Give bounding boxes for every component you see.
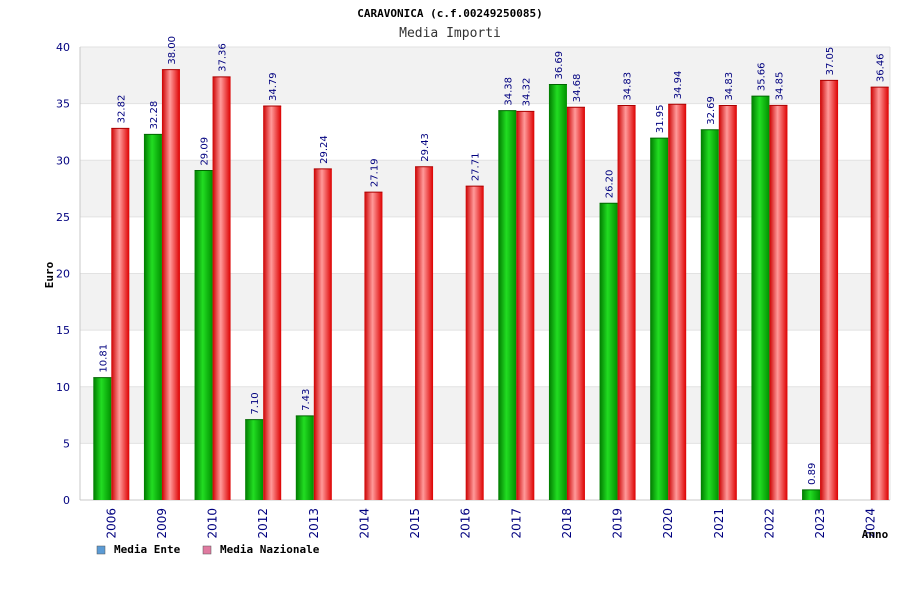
- value-label-media-ente: 36.69: [554, 51, 565, 80]
- value-label-media-ente: 32.69: [706, 96, 717, 125]
- bar-media-nazionale: [769, 105, 788, 500]
- x-tick-label: 2022: [762, 508, 776, 539]
- value-label-media-nazionale: 34.85: [774, 72, 785, 101]
- value-label-media-nazionale: 34.32: [521, 78, 532, 107]
- legend-swatch: [96, 545, 106, 555]
- value-label-media-nazionale: 34.83: [623, 72, 634, 101]
- value-label-media-nazionale: 34.83: [724, 72, 735, 101]
- bar-media-ente: [599, 203, 618, 500]
- bar-media-nazionale: [516, 111, 535, 501]
- x-tick-label: 2020: [661, 508, 675, 539]
- value-label-media-ente: 31.95: [655, 105, 666, 134]
- bar-media-ente: [295, 415, 314, 500]
- bar-media-nazionale: [161, 69, 180, 501]
- x-tick-label: 2013: [307, 508, 321, 539]
- value-label-media-nazionale: 29.24: [319, 135, 330, 164]
- bar-media-nazionale: [617, 105, 636, 501]
- x-tick-label: 2016: [459, 508, 473, 539]
- x-tick-label: 2024: [864, 508, 878, 539]
- y-tick-label: 20: [56, 268, 70, 281]
- value-label-media-ente: 26.20: [605, 170, 616, 199]
- value-label-media-nazionale: 29.43: [420, 133, 431, 162]
- value-label-media-nazionale: 37.36: [218, 43, 229, 72]
- value-label-media-ente: 32.28: [149, 101, 160, 130]
- value-label-media-nazionale: 34.94: [673, 71, 684, 100]
- bar-media-nazionale: [212, 76, 231, 500]
- bar-media-nazionale: [870, 87, 889, 500]
- value-label-media-nazionale: 34.79: [268, 72, 279, 101]
- x-tick-label: 2023: [813, 508, 827, 539]
- chart-title: CARAVONICA (c.f.00249250085): [357, 7, 542, 20]
- y-tick-label: 30: [56, 154, 70, 167]
- bar-media-nazionale: [111, 128, 130, 500]
- x-tick-label: 2014: [357, 508, 371, 539]
- legend-label: Media Ente: [114, 543, 181, 556]
- x-tick-label: 2006: [104, 508, 118, 539]
- bar-media-nazionale: [465, 186, 484, 500]
- x-tick-label: 2021: [712, 508, 726, 539]
- bar-media-ente: [93, 377, 112, 500]
- y-tick-label: 5: [63, 437, 70, 450]
- value-label-media-ente: 34.38: [503, 77, 514, 106]
- value-label-media-ente: 29.09: [200, 137, 211, 166]
- y-tick-label: 10: [56, 381, 70, 394]
- x-axis-title: Anno: [862, 528, 889, 541]
- bar-media-nazionale: [313, 168, 332, 500]
- bar-media-ente: [245, 419, 264, 500]
- bar-media-ente: [194, 170, 213, 500]
- y-tick-label: 15: [56, 324, 70, 337]
- bar-media-nazionale: [718, 105, 737, 501]
- legend-label: Media Nazionale: [220, 543, 320, 556]
- bar-media-nazionale: [820, 80, 839, 500]
- bar-media-ente: [650, 138, 669, 500]
- x-tick-label: 2009: [155, 508, 169, 539]
- legend: Media Ente Media Nazionale: [96, 543, 320, 556]
- bar-media-ente: [143, 134, 162, 500]
- x-tick-label: 2018: [560, 508, 574, 539]
- value-label-media-nazionale: 32.82: [116, 95, 127, 124]
- value-label-media-ente: 10.81: [98, 344, 109, 373]
- x-tick-label: 2019: [611, 508, 625, 539]
- y-tick-label: 40: [56, 41, 70, 54]
- y-axis-title: Euro: [43, 261, 56, 288]
- bar-media-ente: [802, 489, 821, 500]
- bar-media-ente: [548, 84, 567, 500]
- value-label-media-nazionale: 27.71: [471, 153, 482, 182]
- y-tick-label: 35: [56, 98, 70, 111]
- x-tick-label: 2010: [206, 508, 220, 539]
- value-label-media-ente: 7.43: [301, 389, 312, 411]
- bar-media-nazionale: [415, 166, 434, 500]
- value-label-media-ente: 7.10: [250, 392, 261, 414]
- x-tick-label: 2015: [408, 508, 422, 539]
- grid-band: [80, 47, 890, 104]
- value-label-media-nazionale: 27.19: [369, 158, 380, 187]
- bar-media-nazionale: [364, 192, 383, 501]
- bar-media-ente: [700, 129, 719, 500]
- value-label-media-nazionale: 37.05: [825, 47, 836, 76]
- value-label-media-nazionale: 36.46: [876, 53, 887, 82]
- y-tick-label: 0: [63, 494, 70, 507]
- y-tick-label: 25: [56, 211, 70, 224]
- bar-media-nazionale: [263, 106, 282, 501]
- x-tick-label: 2017: [509, 508, 523, 539]
- bar-media-nazionale: [566, 107, 585, 501]
- x-tick-label: 2012: [256, 508, 270, 539]
- value-label-media-ente: 0.89: [807, 463, 818, 485]
- value-label-media-nazionale: 38.00: [167, 36, 178, 65]
- bar-media-ente: [498, 110, 517, 501]
- bar-media-nazionale: [668, 104, 687, 500]
- chart-subtitle: Media Importi: [399, 26, 501, 41]
- legend-swatch: [202, 545, 212, 555]
- value-label-media-nazionale: 34.68: [572, 74, 583, 103]
- value-label-media-ente: 35.66: [756, 63, 767, 92]
- bar-media-ente: [751, 96, 770, 500]
